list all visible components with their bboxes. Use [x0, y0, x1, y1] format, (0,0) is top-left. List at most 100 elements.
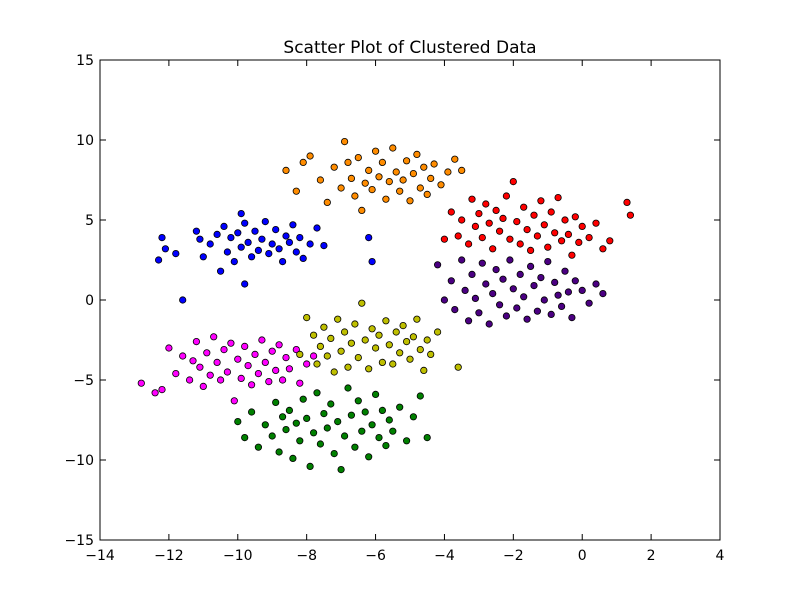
y-tick-label: −15: [64, 533, 94, 549]
x-tick-label: −6: [365, 548, 386, 564]
y-tick-label: 15: [76, 53, 94, 69]
scatter-point: [320, 409, 328, 418]
scatter-point: [227, 234, 235, 242]
scatter-point: [433, 328, 442, 336]
scatter-point: [523, 226, 531, 234]
scatter-point: [161, 245, 169, 253]
scatter-point: [447, 208, 455, 216]
scatter-point: [571, 277, 579, 285]
scatter-point: [516, 270, 524, 278]
scatter-point: [303, 313, 311, 322]
y-tick-label: 10: [76, 133, 94, 149]
scatter-point: [254, 246, 262, 254]
scatter-point: [623, 198, 631, 206]
x-tick-label: −12: [154, 548, 184, 564]
scatter-point: [278, 257, 287, 266]
scatter-point: [509, 178, 517, 186]
scatter-point: [575, 238, 583, 246]
scatter-point: [385, 341, 393, 349]
scatter-point: [258, 235, 266, 243]
scatter-point: [561, 216, 569, 224]
scatter-point: [468, 195, 476, 203]
scatter-point: [489, 245, 497, 253]
scatter-point: [599, 245, 607, 253]
scatter-point: [599, 289, 607, 298]
scatter-point: [347, 411, 355, 419]
scatter-point: [427, 174, 435, 182]
scatter-point: [354, 353, 362, 362]
scatter-point: [409, 333, 417, 341]
scatter-point: [416, 184, 424, 192]
scatter-point: [458, 216, 466, 224]
scatter-point: [192, 227, 200, 235]
scatter-point: [248, 381, 256, 389]
scatter-point: [254, 443, 262, 451]
scatter-point: [337, 347, 345, 355]
scatter-point: [458, 256, 466, 264]
scatter-point: [440, 235, 448, 243]
scatter-point: [316, 440, 324, 448]
scatter-point: [258, 336, 266, 344]
scatter-point: [568, 313, 576, 322]
scatter-point: [454, 363, 462, 371]
scatter-point: [368, 325, 376, 333]
scatter-point: [316, 342, 324, 350]
scatter-point: [261, 218, 269, 226]
scatter-point: [420, 366, 428, 374]
scatter-point: [354, 154, 362, 162]
scatter-point: [289, 221, 297, 229]
scatter-point: [392, 168, 400, 176]
scatter-point: [172, 250, 180, 258]
scatter-point: [585, 234, 593, 242]
scatter-point: [354, 397, 362, 405]
scatter-point: [437, 181, 445, 189]
scatter-point: [292, 187, 300, 195]
plot-frame: [99, 59, 721, 541]
ticks-layer: −14 −12 −10 −8 −6 −4 −2 0 2 4 −15 −10 −5 0 5 10 15: [64, 53, 724, 564]
scatter-point: [499, 214, 507, 222]
scatter-point: [323, 424, 331, 432]
scatter-point: [227, 339, 235, 347]
scatter-point: [516, 240, 524, 248]
scatter-point: [585, 299, 593, 307]
scatter-point: [261, 421, 269, 429]
scatter-point: [217, 376, 225, 384]
scatter-point: [234, 417, 242, 426]
scatter-point: [489, 289, 497, 298]
scatter-point: [606, 237, 614, 245]
scatter-point: [285, 238, 293, 246]
scatter-point: [375, 173, 383, 181]
scatter-point: [451, 155, 459, 163]
scatter-point: [282, 425, 290, 434]
x-tick-label: −10: [223, 548, 253, 564]
scatter-point: [495, 227, 504, 235]
scatter-point: [464, 240, 473, 248]
scatter-point: [306, 152, 314, 160]
scatter-point: [399, 321, 407, 330]
scatter-point: [285, 365, 293, 373]
scatter-point: [213, 358, 221, 366]
x-tick-label: −14: [85, 548, 115, 564]
scatter-point: [272, 226, 280, 234]
scatter-point: [213, 230, 221, 238]
scatter-point: [296, 379, 304, 387]
scatter-point: [275, 448, 283, 456]
scatter-point: [179, 296, 187, 304]
scatter-point: [265, 250, 273, 258]
scatter-point: [568, 251, 576, 259]
y-tick-label: −5: [73, 373, 94, 389]
scatter-point: [382, 317, 390, 325]
scatter-point: [485, 219, 493, 227]
scatter-point: [554, 194, 562, 202]
scatter-point: [382, 441, 390, 450]
scatter-point: [313, 224, 321, 232]
scatter-point: [409, 170, 417, 178]
scatter-point: [547, 208, 555, 216]
scatter-point: [499, 275, 507, 283]
scatter-point: [275, 341, 283, 349]
scatter-point: [557, 302, 566, 310]
scatter-point: [406, 355, 414, 363]
scatter-point: [420, 163, 428, 171]
scatter-point: [272, 398, 280, 406]
